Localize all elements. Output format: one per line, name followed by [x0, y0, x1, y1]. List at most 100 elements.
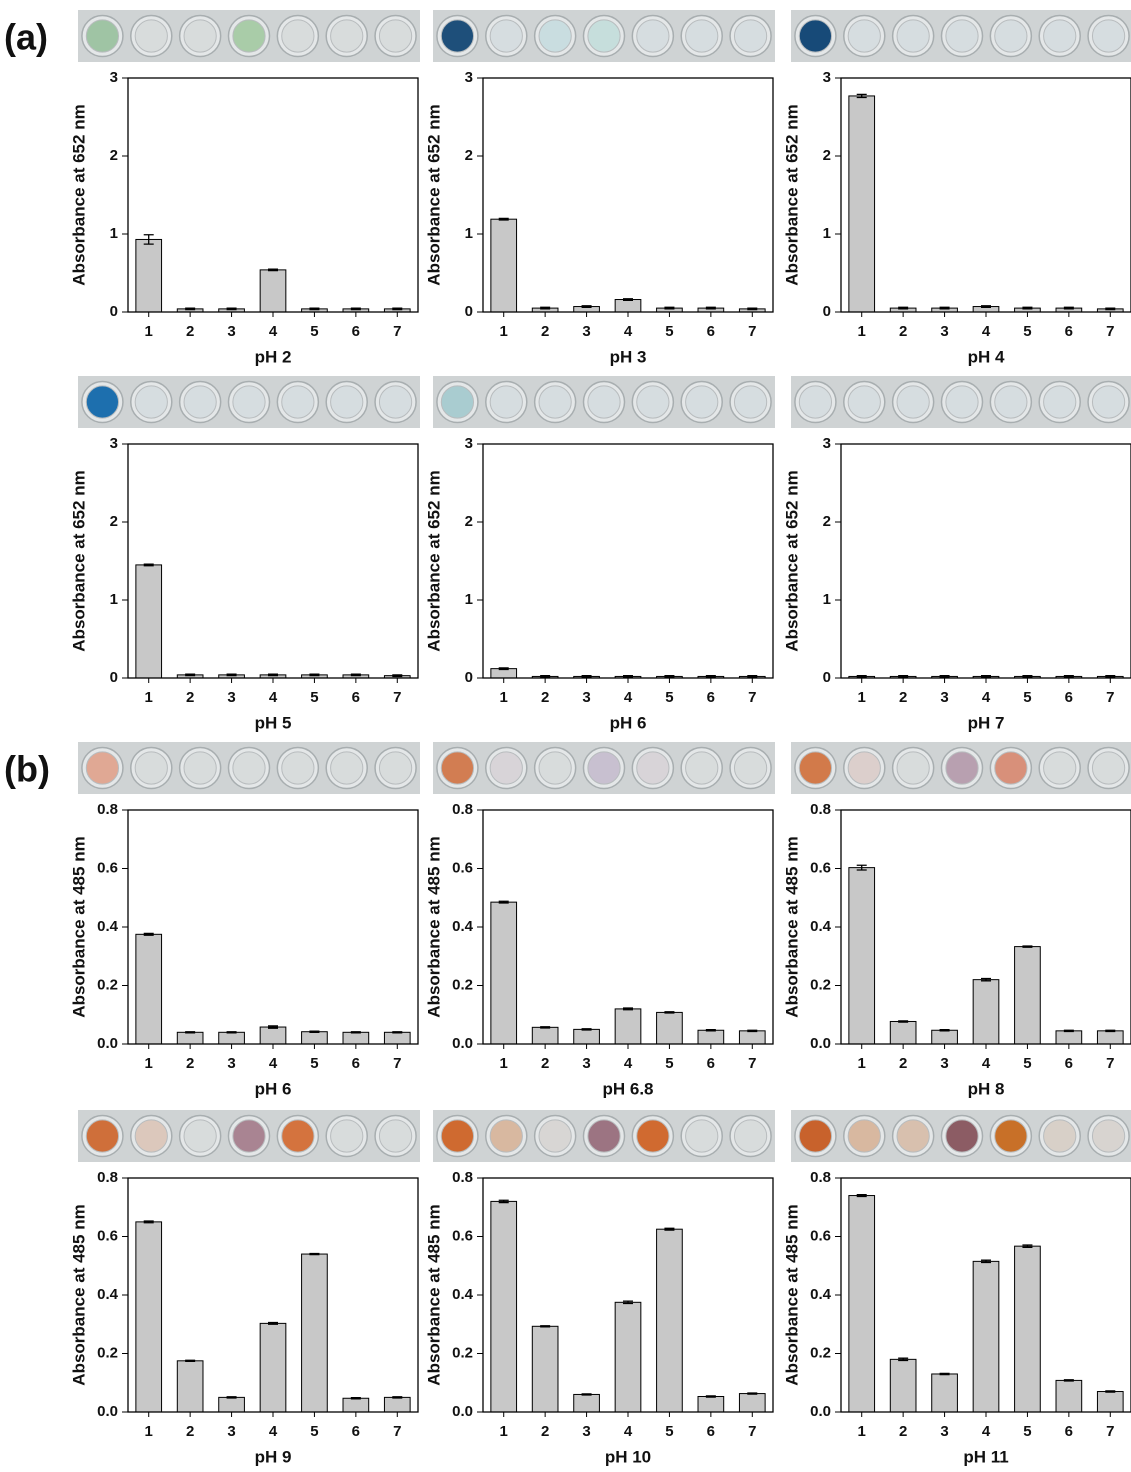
- error-bar: [392, 1397, 402, 1398]
- x-tick-label: 6: [707, 323, 715, 340]
- well-content: [799, 1120, 831, 1152]
- y-tick-label: 0.8: [97, 801, 118, 818]
- well-content: [734, 1120, 766, 1152]
- y-tick-label: 0.2: [810, 976, 831, 993]
- x-tick-label: 2: [899, 1423, 907, 1440]
- x-tick-label: 4: [269, 1423, 278, 1440]
- y-tick-label: 0.0: [452, 1035, 473, 1052]
- y-tick-label: 0.4: [810, 918, 832, 935]
- y-tick-label: 0: [110, 303, 118, 320]
- error-bar: [1064, 1030, 1074, 1031]
- bar: [973, 1261, 999, 1412]
- x-tick-label: 1: [145, 1423, 153, 1440]
- well-content: [184, 1120, 216, 1152]
- bar: [177, 1032, 203, 1044]
- x-tick-label: 6: [352, 323, 360, 340]
- error-bar: [185, 1360, 195, 1361]
- bar: [739, 1031, 765, 1044]
- x-tick-label: 7: [393, 1423, 401, 1440]
- well-content: [1044, 752, 1076, 784]
- y-axis-label: Absorbance at 485 nm: [69, 1204, 88, 1385]
- x-tick-label: 1: [858, 323, 866, 340]
- y-tick-label: 2: [823, 147, 831, 164]
- well-content: [379, 20, 411, 52]
- well-content: [233, 386, 265, 418]
- y-axis-label: Absorbance at 485 nm: [424, 836, 443, 1017]
- error-bar: [747, 1030, 757, 1031]
- bar: [849, 868, 875, 1044]
- x-axis-label: pH 4: [968, 347, 1005, 366]
- error-bar: [940, 1030, 950, 1031]
- y-tick-label: 0.8: [97, 1169, 118, 1186]
- well-content: [946, 20, 978, 52]
- well-content: [946, 386, 978, 418]
- well-content: [379, 752, 411, 784]
- x-tick-label: 1: [145, 323, 153, 340]
- well-content: [1092, 20, 1124, 52]
- bar: [890, 1021, 916, 1044]
- well-content: [490, 386, 522, 418]
- x-tick-label: 4: [624, 689, 633, 706]
- x-axis-label: pH 3: [610, 347, 647, 366]
- y-tick-label: 0.4: [97, 918, 119, 935]
- x-tick-label: 2: [186, 689, 194, 706]
- bar: [1056, 1380, 1082, 1412]
- y-tick-label: 3: [110, 69, 118, 86]
- well-content: [379, 386, 411, 418]
- x-tick-label: 2: [899, 689, 907, 706]
- x-tick-label: 5: [1023, 689, 1031, 706]
- well-content: [282, 386, 314, 418]
- error-bar: [582, 1394, 592, 1395]
- y-tick-label: 2: [823, 513, 831, 530]
- panel-label: (b): [4, 749, 50, 790]
- y-tick-label: 2: [465, 147, 473, 164]
- bar: [615, 1009, 641, 1044]
- y-tick-label: 0.0: [452, 1403, 473, 1420]
- well-content: [86, 20, 118, 52]
- x-tick-label: 7: [1106, 1055, 1114, 1072]
- y-tick-label: 1: [823, 591, 831, 608]
- well-content: [848, 1120, 880, 1152]
- bar: [177, 1361, 203, 1412]
- y-tick-label: 1: [465, 225, 473, 242]
- well-content: [184, 386, 216, 418]
- x-tick-label: 1: [145, 1055, 153, 1072]
- bar: [1097, 1392, 1123, 1412]
- x-tick-label: 1: [145, 689, 153, 706]
- x-tick-label: 7: [393, 1055, 401, 1072]
- well-content: [282, 20, 314, 52]
- y-tick-label: 0.4: [452, 1286, 474, 1303]
- y-tick-label: 1: [110, 591, 118, 608]
- x-axis-label: pH 7: [968, 713, 1005, 732]
- x-tick-label: 5: [1023, 1055, 1031, 1072]
- bar: [574, 1029, 600, 1044]
- error-bar: [1105, 1391, 1115, 1392]
- y-tick-label: 0.0: [97, 1035, 118, 1052]
- well-content: [1044, 20, 1076, 52]
- bar: [657, 1012, 683, 1044]
- y-tick-label: 2: [110, 147, 118, 164]
- bar: [136, 239, 162, 312]
- x-axis-label: pH 11: [963, 1447, 1008, 1466]
- bar: [219, 1397, 245, 1412]
- error-bar: [1064, 1380, 1074, 1381]
- well-content: [1092, 752, 1124, 784]
- x-tick-label: 3: [227, 323, 235, 340]
- plot-frame: [841, 444, 1131, 678]
- well-content: [233, 752, 265, 784]
- bar: [260, 1323, 286, 1412]
- x-tick-label: 3: [582, 1423, 590, 1440]
- bar: [615, 300, 641, 312]
- x-axis-label: pH 5: [255, 713, 292, 732]
- bar: [136, 565, 162, 678]
- well-content: [637, 386, 669, 418]
- x-tick-label: 1: [858, 1423, 866, 1440]
- well-content: [897, 386, 929, 418]
- x-tick-label: 5: [665, 689, 673, 706]
- error-bar: [540, 1027, 550, 1028]
- well-content: [86, 1120, 118, 1152]
- x-tick-label: 1: [500, 689, 508, 706]
- well-content: [588, 1120, 620, 1152]
- y-tick-label: 0.2: [97, 1344, 118, 1361]
- x-tick-label: 6: [1065, 323, 1073, 340]
